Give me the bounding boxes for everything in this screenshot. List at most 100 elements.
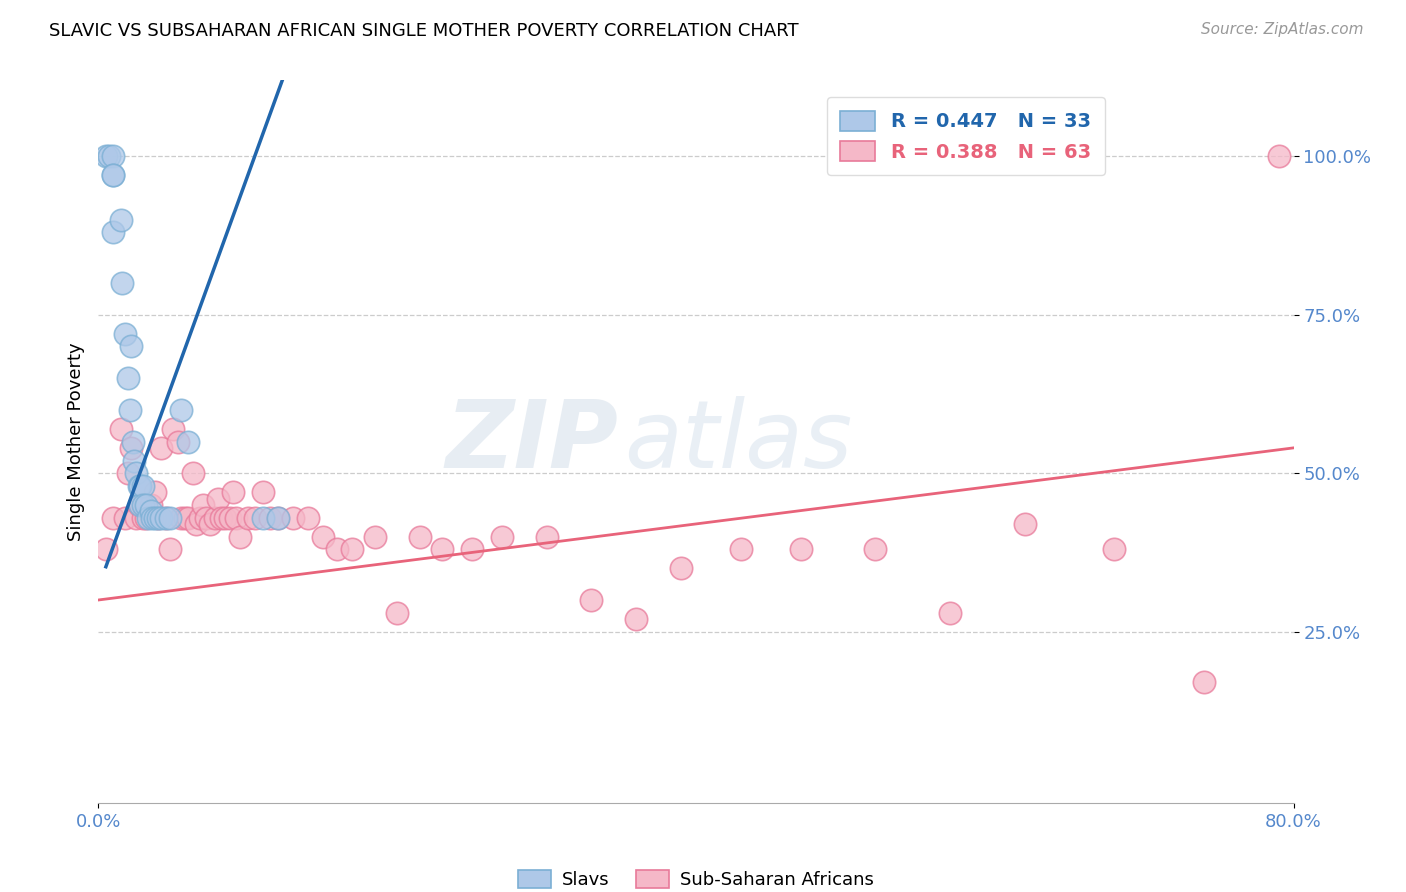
Point <box>259 510 281 524</box>
Point <box>364 530 387 544</box>
Point <box>177 434 200 449</box>
Point <box>155 510 177 524</box>
Text: Source: ZipAtlas.com: Source: ZipAtlas.com <box>1201 22 1364 37</box>
Point <box>184 516 207 531</box>
Point <box>267 510 290 524</box>
Point <box>132 510 155 524</box>
Point <box>267 510 290 524</box>
Text: atlas: atlas <box>624 396 852 487</box>
Point <box>191 498 214 512</box>
Point <box>110 422 132 436</box>
Point <box>150 510 173 524</box>
Point <box>626 612 648 626</box>
Y-axis label: Single Mother Poverty: Single Mother Poverty <box>66 343 84 541</box>
Point <box>136 510 159 524</box>
Point <box>111 276 134 290</box>
Point <box>110 212 132 227</box>
Point <box>129 498 152 512</box>
Point <box>128 498 150 512</box>
Point <box>491 530 513 544</box>
Point <box>1192 675 1215 690</box>
Point <box>155 510 177 524</box>
Point <box>103 226 125 240</box>
Point <box>581 593 603 607</box>
Point <box>159 542 181 557</box>
Point <box>297 510 319 524</box>
Point <box>114 326 136 341</box>
Point <box>169 510 191 524</box>
Point <box>1014 516 1036 531</box>
Point <box>120 441 142 455</box>
Point <box>141 510 163 524</box>
Point <box>236 510 259 524</box>
Point <box>1267 149 1289 163</box>
Point <box>1104 542 1126 557</box>
Point <box>245 510 267 524</box>
Point <box>207 491 229 506</box>
Point <box>311 530 333 544</box>
Point <box>135 498 157 512</box>
Point <box>143 485 166 500</box>
Point <box>669 561 692 575</box>
Point <box>229 530 252 544</box>
Point <box>97 149 120 163</box>
Point <box>150 441 173 455</box>
Point <box>195 510 218 524</box>
Point <box>174 510 197 524</box>
Point <box>214 510 236 524</box>
Point <box>169 402 191 417</box>
Point <box>132 498 155 512</box>
Point <box>385 606 409 620</box>
Point <box>536 530 558 544</box>
Point <box>148 510 170 524</box>
Legend: Slavs, Sub-Saharan Africans: Slavs, Sub-Saharan Africans <box>512 863 880 892</box>
Point <box>159 510 181 524</box>
Point <box>222 485 245 500</box>
Point <box>162 422 184 436</box>
Point <box>125 467 148 481</box>
Point <box>219 510 242 524</box>
Point <box>120 339 142 353</box>
Point <box>114 510 136 524</box>
Text: SLAVIC VS SUBSAHARAN AFRICAN SINGLE MOTHER POVERTY CORRELATION CHART: SLAVIC VS SUBSAHARAN AFRICAN SINGLE MOTH… <box>49 22 799 40</box>
Point <box>124 453 146 467</box>
Point <box>148 510 170 524</box>
Point <box>865 542 887 557</box>
Point <box>139 504 162 518</box>
Point <box>143 510 166 524</box>
Point <box>103 169 125 183</box>
Point <box>252 510 274 524</box>
Point <box>94 542 117 557</box>
Point <box>103 510 125 524</box>
Point <box>139 498 162 512</box>
Point <box>117 467 139 481</box>
Point <box>408 530 430 544</box>
Point <box>188 510 211 524</box>
Point <box>939 606 962 620</box>
Point <box>730 542 752 557</box>
Point <box>281 510 304 524</box>
Point <box>225 510 247 524</box>
Point <box>94 149 117 163</box>
Point <box>132 479 155 493</box>
Point <box>177 510 200 524</box>
Point <box>103 149 125 163</box>
Point <box>326 542 349 557</box>
Point <box>125 510 148 524</box>
Point <box>166 434 188 449</box>
Point <box>204 510 226 524</box>
Point <box>209 510 232 524</box>
Point <box>129 479 152 493</box>
Point <box>103 169 125 183</box>
Point <box>461 542 484 557</box>
Point <box>117 371 139 385</box>
Point <box>135 510 157 524</box>
Point <box>252 485 274 500</box>
Point <box>789 542 811 557</box>
Text: ZIP: ZIP <box>446 395 619 488</box>
Point <box>128 479 150 493</box>
Point <box>118 402 141 417</box>
Point <box>121 434 143 449</box>
Point <box>200 516 222 531</box>
Point <box>430 542 453 557</box>
